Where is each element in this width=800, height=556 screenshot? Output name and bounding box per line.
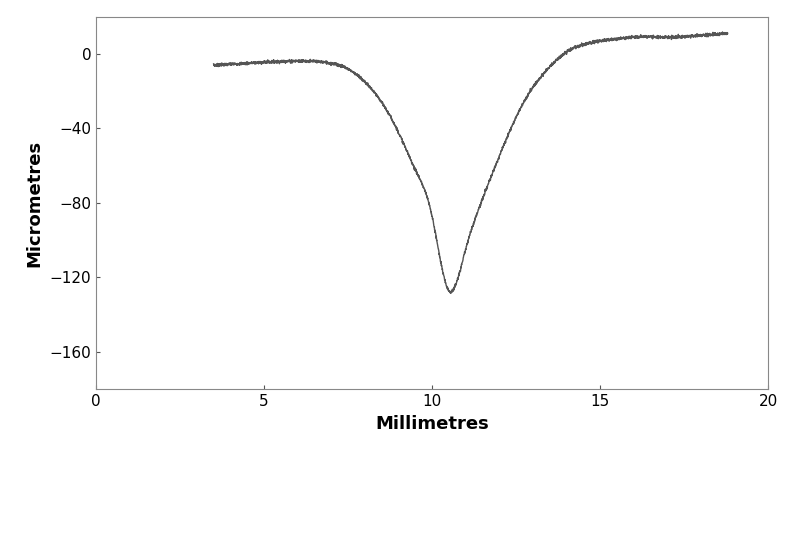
Y-axis label: Micrometres: Micrometres: [26, 140, 44, 266]
X-axis label: Millimetres: Millimetres: [375, 415, 489, 433]
